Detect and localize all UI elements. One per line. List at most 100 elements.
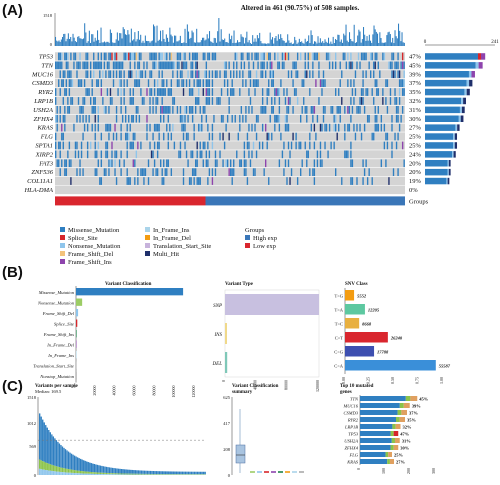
mutation-cell bbox=[266, 132, 268, 141]
vps-bar-segment bbox=[134, 473, 137, 475]
vps-bar bbox=[152, 471, 155, 475]
mutation-cell bbox=[55, 141, 57, 150]
mutation-cell bbox=[321, 88, 323, 96]
mutation-cell bbox=[301, 159, 303, 168]
mutation-cell bbox=[344, 123, 346, 132]
mutation-cell bbox=[401, 79, 404, 87]
mutation-cell bbox=[187, 132, 189, 141]
mutation-cell bbox=[58, 79, 60, 87]
mutation-cell bbox=[248, 88, 250, 96]
vc-category: Missense_Mutation bbox=[38, 290, 75, 295]
vt-title: Variant Type bbox=[225, 282, 254, 287]
tmb-bar bbox=[266, 43, 268, 46]
vps-bar bbox=[98, 465, 100, 473]
mutation-cell bbox=[173, 97, 176, 105]
mutation-cell bbox=[284, 52, 287, 61]
mutation-cell bbox=[265, 70, 267, 79]
mutation-cell bbox=[382, 97, 384, 105]
freq-axis-min: 0 bbox=[424, 40, 427, 45]
mutation-cell bbox=[129, 61, 131, 70]
freq-bar bbox=[425, 79, 467, 87]
tmb-bar bbox=[205, 39, 207, 46]
mutation-cell bbox=[61, 61, 63, 70]
vps-bar bbox=[189, 471, 191, 475]
mutation-cell bbox=[90, 97, 92, 105]
vps-bar bbox=[48, 429, 50, 464]
mutation-cell bbox=[274, 114, 276, 123]
tmb-bar bbox=[400, 41, 402, 46]
mutation-cell bbox=[59, 168, 61, 176]
vt-tick: 0 bbox=[221, 380, 226, 382]
mutation-cell bbox=[251, 106, 253, 114]
freq-bar-segment bbox=[454, 142, 458, 149]
vps-bar bbox=[40, 416, 42, 461]
mutation-cell bbox=[344, 52, 346, 61]
mutation-cell bbox=[94, 123, 96, 132]
mutation-cell bbox=[245, 168, 247, 176]
mutation-cell bbox=[131, 70, 133, 79]
mutation-cell bbox=[158, 141, 160, 150]
vc-bar bbox=[76, 330, 77, 338]
mutation-cell bbox=[179, 106, 182, 114]
vps-bar-segment bbox=[79, 470, 82, 474]
mutation-cell bbox=[239, 88, 241, 96]
mutation-cell bbox=[204, 141, 206, 150]
mutation-cell bbox=[350, 97, 352, 105]
mutation-cell bbox=[207, 159, 209, 168]
tmb-bar bbox=[113, 42, 115, 46]
mutation-cell bbox=[249, 70, 252, 79]
mutation-cell bbox=[394, 132, 396, 141]
mutation-cell bbox=[220, 88, 223, 96]
mutation-cell bbox=[394, 97, 396, 105]
mutation-cell bbox=[158, 132, 160, 141]
mutation-cell bbox=[307, 52, 309, 61]
mutation-cell bbox=[376, 52, 378, 61]
vps-bar-segment bbox=[124, 473, 126, 475]
groups-label: Groups bbox=[409, 198, 429, 205]
mutation-cell bbox=[339, 114, 341, 123]
mutation-cell bbox=[94, 97, 96, 105]
mutation-cell bbox=[324, 106, 326, 114]
tmb-bar bbox=[70, 37, 72, 46]
vps-bar-segment bbox=[154, 474, 156, 475]
mutation-cell bbox=[185, 79, 188, 87]
top-category: RYR2 bbox=[347, 418, 359, 423]
mutation-cell bbox=[96, 61, 98, 70]
vps-tick: 1012 bbox=[27, 421, 36, 426]
mutation-cell bbox=[401, 61, 404, 70]
vps-title: Variants per sample bbox=[35, 384, 79, 389]
tmb-bar bbox=[156, 25, 158, 46]
tmb-bar bbox=[179, 35, 181, 46]
mutation-cell bbox=[67, 150, 69, 159]
tmb-bar bbox=[86, 42, 88, 46]
vps-bar-segment bbox=[110, 474, 112, 475]
mutation-cell bbox=[263, 168, 265, 176]
tmb-bar bbox=[321, 42, 323, 46]
vps-bar-segment bbox=[108, 473, 111, 475]
mutation-cell bbox=[198, 88, 200, 96]
tmb-bar bbox=[114, 42, 116, 46]
mutation-cell bbox=[365, 70, 367, 79]
vps-bar-segment bbox=[186, 474, 188, 475]
tmb-bar bbox=[291, 44, 293, 46]
mutation-cell bbox=[391, 52, 393, 61]
vcs-tick: 625 bbox=[223, 395, 231, 400]
mutation-cell bbox=[163, 61, 165, 70]
vps-bar bbox=[43, 422, 45, 462]
mutation-cell bbox=[312, 70, 314, 79]
mutation-cell bbox=[67, 61, 69, 70]
tmb-bar bbox=[90, 42, 92, 46]
mutation-cell bbox=[125, 52, 127, 61]
mutation-cell bbox=[287, 70, 290, 79]
mutation-cell bbox=[265, 106, 267, 114]
tmb-bar bbox=[344, 35, 346, 46]
vps-bar-segment bbox=[87, 471, 89, 474]
mutation-cell bbox=[274, 123, 276, 132]
tmb-bar bbox=[199, 42, 201, 46]
tmb-bar bbox=[256, 35, 258, 46]
tmb-bar bbox=[319, 38, 321, 46]
vc-bar bbox=[76, 372, 77, 380]
mutation-cell bbox=[99, 177, 101, 185]
mutation-cell bbox=[161, 168, 163, 176]
freq-bar-segment bbox=[466, 88, 470, 96]
